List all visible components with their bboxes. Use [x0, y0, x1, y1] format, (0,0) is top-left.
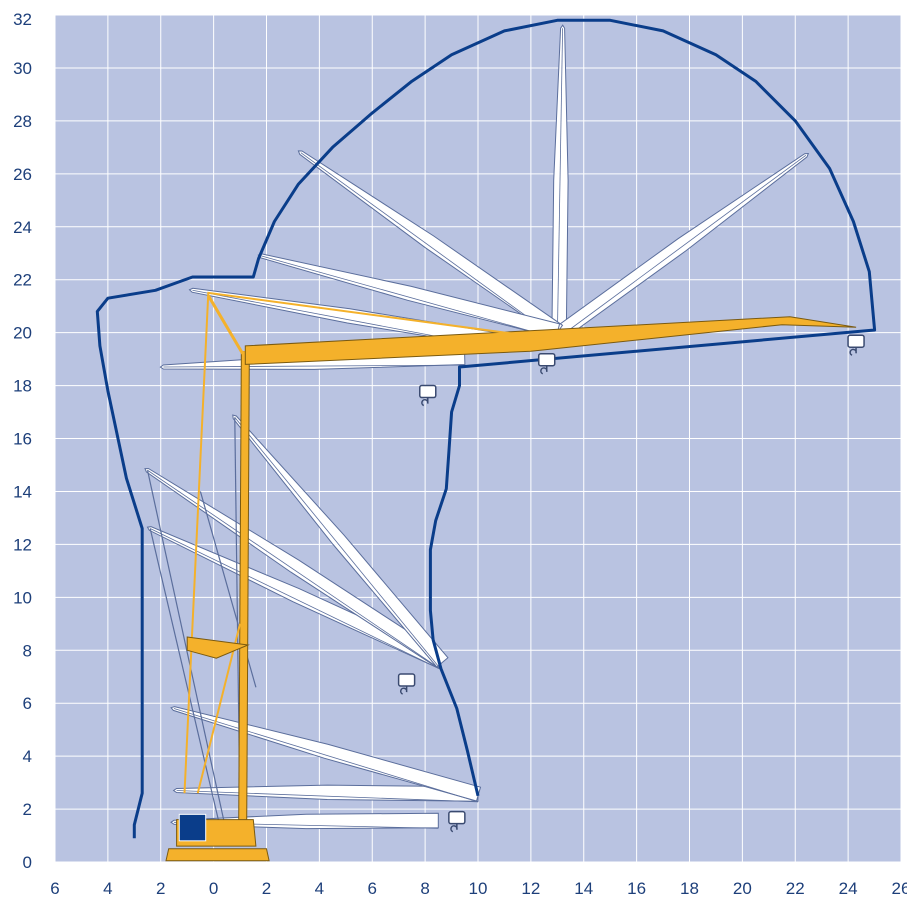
y-tick-label: 28 [13, 112, 32, 131]
boom-cable [176, 790, 479, 803]
boom-cable [261, 255, 558, 340]
x-tick-label: 12 [521, 879, 540, 898]
envelope-line [95, 18, 877, 839]
main-jib [244, 316, 857, 365]
hook-block [397, 673, 416, 695]
boom-cable [557, 154, 807, 339]
y-tick-label: 8 [23, 641, 32, 660]
x-tick-label: 4 [103, 879, 112, 898]
grid-lines [54, 14, 902, 863]
x-tick-label: 6 [50, 879, 59, 898]
x-tick-label: 22 [786, 879, 805, 898]
x-tick-label: 26 [892, 879, 907, 898]
y-tick-label: 10 [13, 588, 32, 607]
hook-pulley [847, 334, 865, 348]
x-tick-label: 18 [680, 879, 699, 898]
boom-cable [234, 417, 442, 670]
hook-block [537, 352, 556, 375]
boom-position [232, 414, 449, 668]
y-tick-label: 20 [13, 324, 32, 343]
boom-positions [144, 24, 810, 830]
tower-brace [149, 528, 220, 823]
y-tick-label: 4 [23, 747, 32, 766]
x-tick-label: 8 [420, 879, 429, 898]
hooks [397, 334, 865, 833]
x-tick-label: 2 [262, 879, 271, 898]
x-tick-label: 20 [733, 879, 752, 898]
counter-jib [186, 636, 250, 659]
y-tick-label: 6 [23, 694, 32, 713]
boom-cable [556, 28, 563, 339]
y-tick-label: 2 [23, 800, 32, 819]
x-tick-label: 24 [839, 879, 858, 898]
x-tick-label: 14 [574, 879, 593, 898]
hook-block [448, 810, 466, 833]
boom-cable [173, 708, 479, 803]
boom-cable [150, 528, 442, 670]
hook-pulley [397, 673, 416, 687]
hook-pulley [448, 810, 466, 825]
boom-position [144, 468, 447, 669]
x-tick-label: 16 [627, 879, 646, 898]
y-tick-label: 14 [13, 482, 32, 501]
crane-body [165, 291, 857, 862]
y-tick-label: 18 [13, 377, 32, 396]
boom-position [146, 526, 446, 670]
x-tick-label: 10 [469, 879, 488, 898]
x-tick-label: 4 [315, 879, 324, 898]
hook-icon [400, 686, 408, 695]
tower-brace [146, 470, 225, 823]
operator-cab [178, 813, 207, 842]
y-tick-label: 26 [13, 165, 32, 184]
hook-icon [540, 365, 548, 375]
chassis [165, 848, 270, 862]
hook-block [419, 384, 437, 407]
y-tick-label: 22 [13, 271, 32, 290]
working-range-envelope [95, 18, 877, 839]
tower-mast-fill [239, 351, 249, 823]
y-tick-label: 16 [13, 430, 32, 449]
hook-pulley [419, 384, 437, 399]
boom-cable [163, 364, 465, 368]
x-tick-label: 2 [156, 879, 165, 898]
x-tick-label: 6 [368, 879, 377, 898]
stay-cable [196, 623, 242, 794]
y-tick-label: 30 [13, 59, 32, 78]
hook-icon [450, 823, 458, 833]
y-tick-label: 12 [13, 535, 32, 554]
y-tick-label: 32 [13, 10, 32, 29]
hook-block [847, 334, 865, 356]
hook-icon [421, 397, 429, 407]
boom-cable [300, 152, 558, 339]
y-tick-label: 24 [13, 218, 32, 237]
hook-icon [849, 347, 857, 356]
x-tick-label: 0 [209, 879, 218, 898]
guy-cable [183, 291, 545, 794]
hook-pulley [537, 352, 556, 367]
x-axis: 6 4 2 0 2 4 6 8 10 12 14 16 18 20 22 24 26 [50, 879, 907, 898]
boom-cable [147, 469, 442, 670]
jib-strut [207, 294, 244, 355]
y-tick-label: 0 [23, 853, 32, 872]
